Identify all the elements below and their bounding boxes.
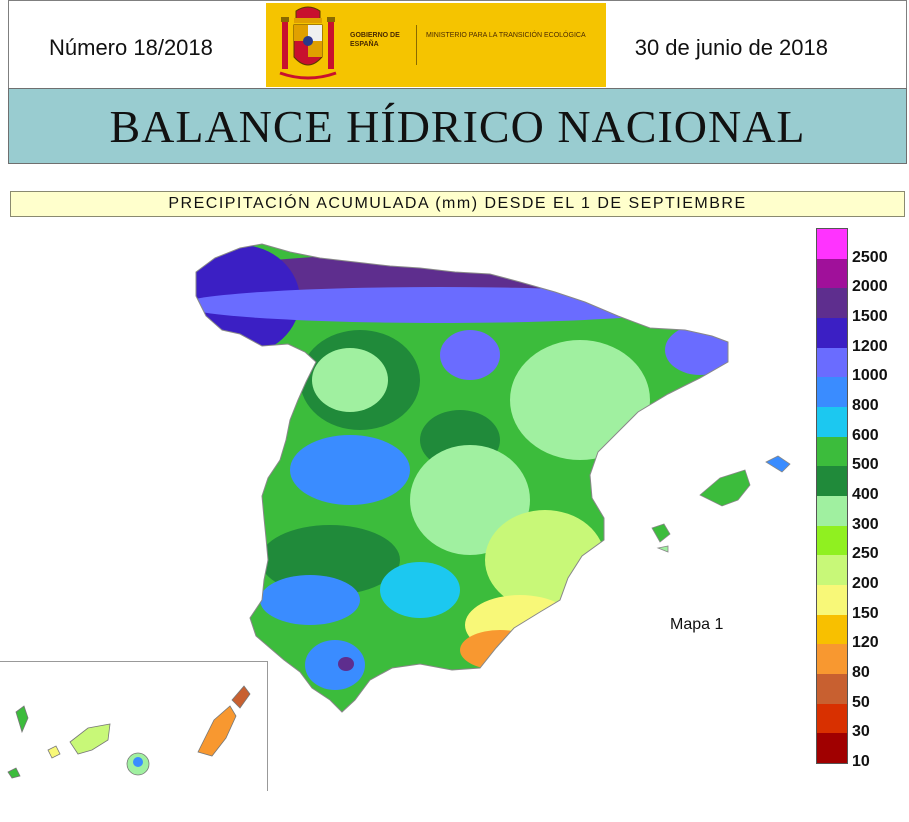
legend-swatch: [817, 377, 847, 407]
legend-value: 120: [852, 634, 879, 652]
legend-swatch: [817, 584, 847, 615]
legend-swatch: [817, 555, 847, 585]
legend-value: 50: [852, 693, 870, 711]
legend-swatch: [817, 406, 847, 437]
logo-divider: [416, 25, 417, 65]
legend-value: 1200: [852, 337, 888, 355]
legend-value: 80: [852, 664, 870, 681]
legend-swatch: [817, 436, 847, 467]
bulletin-date: 30 de junio de 2018: [634, 35, 828, 60]
page-title: BALANCE HÍDRICO NACIONAL: [109, 101, 806, 152]
logo-ministry-text: MINISTERIO PARA LA TRANSICIÓN ECOLÓGICA: [426, 32, 586, 39]
legend-value: 2500: [852, 248, 888, 266]
legend-swatch: [817, 525, 847, 556]
legend-value: 10: [852, 753, 870, 770]
legend-swatch: [817, 288, 847, 318]
map-subtitle: PRECIPITACIÓN ACUMULADA (mm) DESDE EL 1 …: [10, 191, 905, 217]
precipitation-legend: [816, 228, 848, 764]
legend-value: 30: [852, 723, 870, 741]
coat-of-arms-icon: [279, 6, 337, 80]
legend-swatch: [817, 495, 847, 526]
legend-value: 600: [852, 426, 879, 444]
government-logo: GOBIERNO DE ESPAÑA MINISTERIO PARA LA TR…: [266, 3, 606, 87]
legend-swatch: [817, 614, 847, 645]
logo-government-text: GOBIERNO DE ESPAÑA: [350, 32, 400, 48]
legend-value: 250: [852, 545, 879, 563]
legend-swatch: [817, 258, 847, 289]
legend-swatch: [817, 673, 847, 704]
legend-swatch: [817, 317, 847, 348]
bulletin-header: Número 18/2018 GOBIERNO DE ESPAÑA MINIST…: [8, 0, 907, 88]
canary-islands-frame: [0, 661, 268, 791]
legend-swatch: [817, 466, 847, 496]
legend-value: 400: [852, 486, 879, 503]
legend-swatch: [817, 644, 847, 674]
legend-value: 1500: [852, 308, 888, 325]
legend-value: 800: [852, 397, 879, 414]
legend-value: 300: [852, 515, 879, 533]
title-banner: BALANCE HÍDRICO NACIONAL: [8, 88, 907, 164]
legend-value: 500: [852, 456, 879, 474]
legend-value: 2000: [852, 278, 888, 296]
canary-islands: [7, 685, 251, 779]
legend-swatch: [817, 229, 847, 259]
legend-swatch: [817, 733, 847, 763]
legend-value: 200: [852, 575, 879, 592]
legend-swatch: [817, 703, 847, 734]
issue-number: Número 18/2018: [49, 35, 213, 60]
legend-value: 1000: [852, 367, 888, 385]
legend-swatch: [817, 347, 847, 378]
legend-value: 150: [852, 604, 879, 622]
map-label: Mapa 1: [670, 616, 724, 633]
precipitation-map: [7, 243, 791, 779]
